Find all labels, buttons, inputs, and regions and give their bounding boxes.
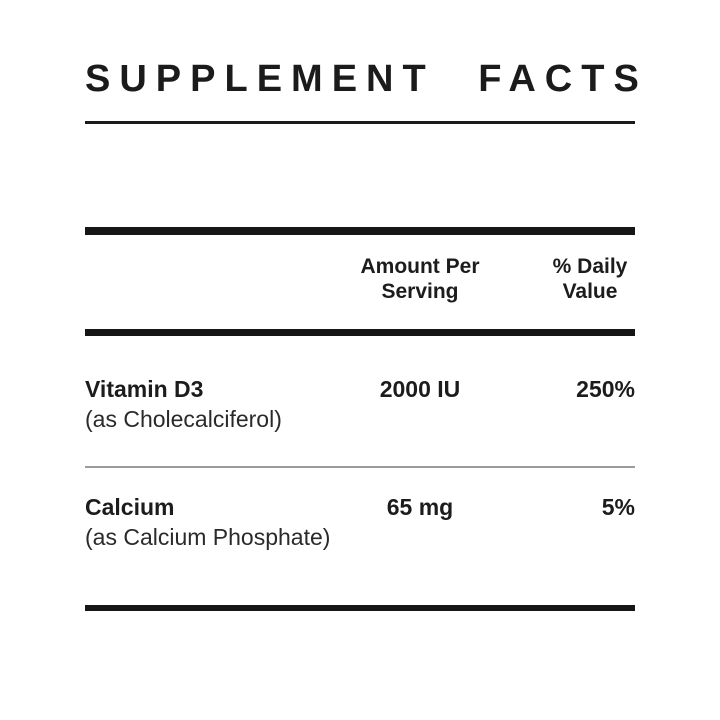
- header-amount-per-serving: Amount Per Serving: [360, 255, 480, 303]
- row-divider: [85, 466, 635, 468]
- header-daily-value: % Daily Value: [552, 255, 628, 303]
- ingredient-cell: Calcium (as Calcium Phosphate): [85, 492, 335, 552]
- ingredient-form: (as Cholecalciferol): [85, 406, 282, 432]
- page-title: SUPPLEMENT FACTS: [85, 58, 648, 100]
- ingredient-name: Calcium: [85, 494, 175, 520]
- amount-value: 2000 IU: [379, 376, 461, 402]
- daily-value: 5%: [601, 494, 635, 520]
- separator-bar-header-bottom: [85, 329, 635, 336]
- table-header-row: Amount Per Serving % Daily Value: [85, 235, 635, 304]
- amount-value: 65 mg: [386, 494, 454, 520]
- supplement-facts-label: SUPPLEMENT FACTS Amount Per Serving % Da…: [85, 0, 648, 611]
- daily-value: 250%: [576, 376, 635, 402]
- table-row-vitamin-d3: Vitamin D3 (as Cholecalciferol) 2000 IU …: [85, 336, 635, 434]
- table-row-calcium: Calcium (as Calcium Phosphate) 65 mg 5%: [85, 468, 635, 552]
- ingredient-form: (as Calcium Phosphate): [85, 524, 331, 550]
- separator-bar-bottom: [85, 605, 635, 611]
- ingredient-name: Vitamin D3: [85, 376, 204, 402]
- separator-bar-top: [85, 227, 635, 235]
- title-underline: [85, 121, 635, 124]
- header-empty-cell: [85, 254, 335, 304]
- spacer: [85, 124, 635, 227]
- ingredient-cell: Vitamin D3 (as Cholecalciferol): [85, 374, 335, 434]
